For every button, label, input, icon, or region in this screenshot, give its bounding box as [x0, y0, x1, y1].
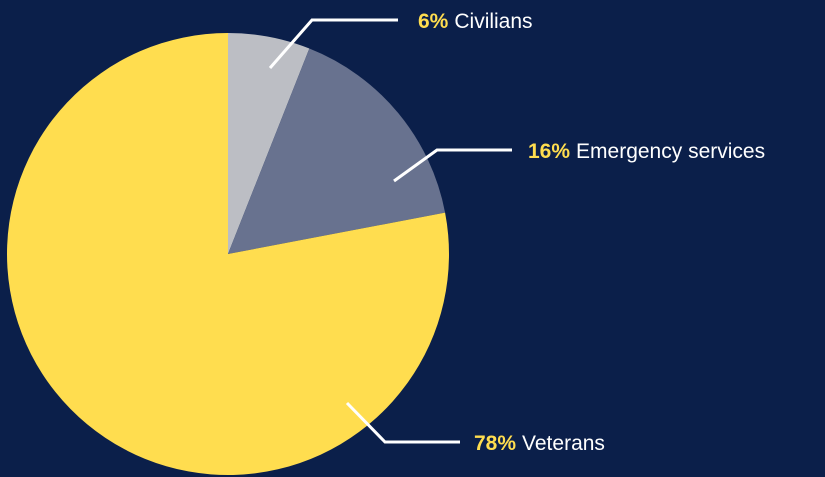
slice-percent-emergency-services: 16% [528, 140, 570, 163]
leader-line-veterans [345, 401, 460, 444]
slice-category-emergency-services: Emergency services [576, 140, 765, 163]
leader-line-emergency-services [393, 148, 512, 183]
pie-slice-emergency-services [228, 48, 446, 255]
slice-label-emergency-services: 16% Emergency services [528, 140, 765, 163]
slice-label-veterans: 78% Veterans [474, 432, 605, 455]
pie-slice-civilians [228, 33, 310, 254]
slice-category-veterans: Veterans [522, 432, 605, 455]
slice-label-civilians: 6% Civilians [418, 10, 533, 33]
leader-lines [268, 18, 512, 444]
slice-category-civilians: Civilians [454, 10, 532, 33]
slice-labels: 6% Civilians 16% Emergency services 78% Veter… [418, 10, 765, 455]
leader-line-civilians [268, 18, 398, 69]
pie-slice-veterans [6, 33, 449, 476]
pie-slices [6, 33, 449, 476]
slice-percent-veterans: 78% [474, 432, 516, 455]
slice-percent-civilians: 6% [418, 10, 449, 33]
